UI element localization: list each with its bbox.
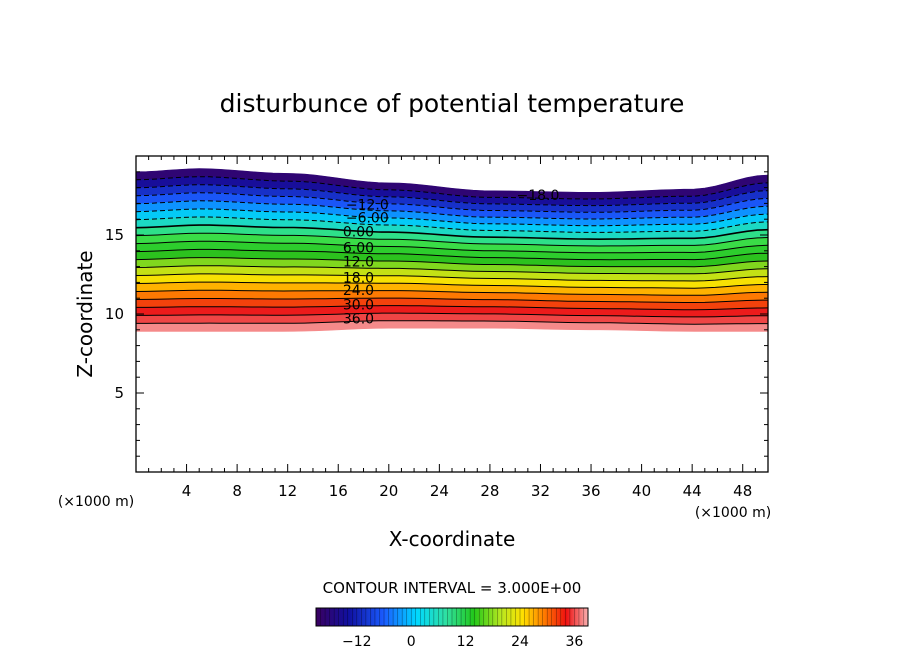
x-axis-label: X-coordinate	[389, 527, 516, 551]
contour-label: 18.0	[343, 270, 374, 286]
y-tick-label: 5	[114, 384, 124, 402]
colorbar-tick-label: −12	[342, 634, 372, 650]
x-tick-label: 16	[329, 482, 348, 500]
contour-line	[136, 200, 768, 220]
x-tick-label: 28	[480, 482, 499, 500]
contour-label: −6.00	[346, 210, 389, 226]
contour-line	[136, 224, 768, 241]
x-tick-label: 36	[581, 482, 600, 500]
x-tick-label: 48	[733, 482, 752, 500]
contour-line	[136, 281, 768, 289]
x-tick-label: 24	[430, 482, 449, 500]
contour-line	[136, 312, 768, 318]
colorbar-ticks: −12 0 12 24 36	[320, 608, 584, 650]
contour-label: 24.0	[343, 283, 374, 299]
colorbar-tick-label: 0	[407, 634, 416, 650]
x-tick-label: 4	[182, 482, 192, 500]
y-axis-label: Z-coordinate	[73, 250, 97, 377]
contour-lines	[136, 176, 768, 325]
contour-label: −12.0	[346, 198, 389, 214]
contour-line	[136, 289, 768, 296]
x-tick-label: 8	[232, 482, 242, 500]
contour-line	[136, 176, 768, 200]
colorbar-tick-label: 24	[511, 634, 529, 650]
y-tick-label: 10	[105, 305, 124, 323]
contour-line	[136, 216, 768, 233]
contour-line	[136, 297, 768, 303]
x-tick-label: 44	[683, 482, 702, 500]
contour-line	[136, 265, 768, 275]
x-tick-label: 20	[379, 482, 398, 500]
contour-line	[136, 240, 768, 254]
chart-title: disturbunce of potential temperature	[220, 89, 685, 118]
contour-label: 30.0	[343, 297, 374, 313]
contour-line	[136, 305, 768, 311]
colorbar-tick-label: 12	[457, 634, 475, 650]
contour-label: 36.0	[343, 311, 374, 327]
contour-line	[136, 320, 768, 325]
x-units-right: (×1000 m)	[695, 505, 771, 521]
contour-line	[136, 184, 768, 207]
contour-label: −18.0	[516, 188, 559, 204]
colorbar-tick-label: 36	[565, 634, 583, 650]
x-units-left: (×1000 m)	[58, 494, 134, 510]
contour-label: 6.00	[343, 240, 374, 256]
contour-line	[136, 273, 768, 282]
contour-line	[136, 232, 768, 247]
contour-interval-text: CONTOUR INTERVAL = 3.000E+00	[323, 579, 582, 597]
contour-line	[136, 208, 768, 227]
contour-line	[136, 257, 768, 268]
contour-labels: −18.0 −12.0−6.000.006.0012.018.024.030.03…	[343, 188, 560, 327]
y-tick-label: 15	[105, 226, 124, 244]
contour-label: 12.0	[343, 255, 374, 271]
x-tick-label: 40	[632, 482, 651, 500]
contour-line	[136, 248, 768, 261]
x-tick-label: 12	[278, 482, 297, 500]
contour-label: 0.00	[343, 225, 374, 241]
x-tick-label: 32	[531, 482, 550, 500]
contour-line	[136, 192, 768, 213]
